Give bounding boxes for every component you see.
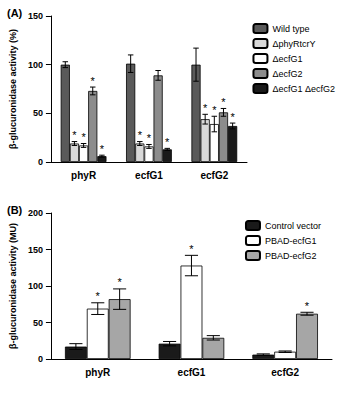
svg-text:0: 0 [38,157,43,167]
svg-text:50: 50 [33,318,43,328]
svg-text:Wild type: Wild type [272,24,309,34]
svg-text:*: * [165,136,170,148]
svg-text:ecfG1: ecfG1 [178,367,206,378]
svg-text:*: * [305,300,310,312]
svg-text:(B): (B) [7,204,23,216]
svg-text:*: * [203,102,208,114]
svg-text:ΔecfG1: ΔecfG1 [272,54,302,64]
svg-text:PBAD-ecfG1: PBAD-ecfG1 [265,236,317,246]
svg-text:PBAD-ecfG2: PBAD-ecfG2 [265,251,317,261]
svg-text:50: 50 [33,108,43,118]
svg-text:ΔecfG1 ΔecfG2: ΔecfG1 ΔecfG2 [272,84,335,94]
svg-text:*: * [81,131,86,143]
svg-text:ΔecfG2: ΔecfG2 [272,69,302,79]
svg-text:*: * [100,143,105,155]
svg-text:*: * [221,96,226,108]
svg-text:β-glucuronidase activity (%): β-glucuronidase activity (%) [8,29,18,149]
svg-text:ecfG1: ecfG1 [135,170,163,181]
svg-text:ecfG2: ecfG2 [271,367,299,378]
svg-text:*: * [230,111,235,123]
svg-text:100: 100 [28,281,43,291]
svg-text:β-glucuronidase activity (MU): β-glucuronidase activity (MU) [8,223,18,349]
svg-text:150: 150 [28,11,43,21]
svg-text:*: * [96,290,101,302]
svg-text:150: 150 [28,245,43,255]
svg-text:*: * [147,132,152,144]
svg-text:phyR: phyR [85,367,111,378]
svg-text:100: 100 [28,60,43,70]
svg-text:*: * [72,129,77,141]
svg-text:*: * [189,243,194,255]
svg-text:ecfG2: ecfG2 [200,170,228,181]
svg-text:phyR: phyR [71,170,97,181]
svg-text:(A): (A) [7,7,23,19]
svg-text:ΔphyRtcrY: ΔphyRtcrY [272,39,315,49]
svg-text:*: * [117,276,122,288]
svg-text:*: * [138,129,143,141]
svg-text:0: 0 [38,354,43,364]
svg-text:200: 200 [28,208,43,218]
svg-text:*: * [91,75,96,87]
svg-text:*: * [212,104,217,116]
svg-text:Control vector: Control vector [265,221,321,231]
